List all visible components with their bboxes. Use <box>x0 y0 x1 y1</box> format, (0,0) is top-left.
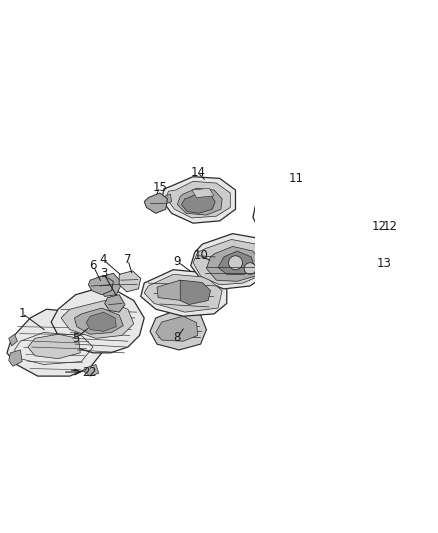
Text: 12: 12 <box>383 220 398 233</box>
Text: 15: 15 <box>152 181 167 193</box>
Text: 8: 8 <box>174 330 181 344</box>
Polygon shape <box>7 309 108 376</box>
Text: 6: 6 <box>89 259 97 272</box>
Polygon shape <box>51 289 144 353</box>
Polygon shape <box>105 295 125 312</box>
Polygon shape <box>166 181 230 218</box>
Polygon shape <box>192 188 214 198</box>
Polygon shape <box>144 193 167 213</box>
Text: 12: 12 <box>371 220 387 233</box>
Polygon shape <box>156 316 198 341</box>
Polygon shape <box>272 204 327 232</box>
Polygon shape <box>206 246 261 281</box>
Text: 7: 7 <box>124 253 132 266</box>
Polygon shape <box>177 188 222 215</box>
Text: 14: 14 <box>190 166 205 179</box>
Text: 2: 2 <box>88 366 96 378</box>
Polygon shape <box>265 198 336 232</box>
Polygon shape <box>150 309 206 350</box>
Polygon shape <box>180 280 211 304</box>
Polygon shape <box>61 301 134 338</box>
Text: 13: 13 <box>376 257 391 270</box>
Polygon shape <box>90 318 102 328</box>
Polygon shape <box>98 273 122 296</box>
Text: 5: 5 <box>72 332 79 345</box>
Polygon shape <box>9 334 18 346</box>
Text: 4: 4 <box>100 253 107 266</box>
Polygon shape <box>193 239 268 285</box>
Polygon shape <box>258 231 270 243</box>
Polygon shape <box>356 237 389 274</box>
Polygon shape <box>119 271 141 292</box>
Text: 1: 1 <box>18 307 26 320</box>
Polygon shape <box>158 194 172 205</box>
Polygon shape <box>74 308 123 334</box>
Polygon shape <box>218 251 254 274</box>
Text: 2: 2 <box>82 366 90 378</box>
Polygon shape <box>346 232 362 245</box>
Polygon shape <box>253 186 359 248</box>
Polygon shape <box>88 276 113 295</box>
Polygon shape <box>85 365 99 376</box>
Polygon shape <box>191 233 272 289</box>
Text: 3: 3 <box>100 266 107 280</box>
Polygon shape <box>141 270 227 316</box>
Polygon shape <box>144 274 222 312</box>
Text: 9: 9 <box>173 255 181 268</box>
Text: 10: 10 <box>193 249 208 262</box>
Polygon shape <box>28 334 80 359</box>
Text: 11: 11 <box>289 172 304 185</box>
Polygon shape <box>358 242 385 271</box>
Polygon shape <box>9 350 22 366</box>
Polygon shape <box>157 280 199 301</box>
Polygon shape <box>86 312 117 332</box>
Polygon shape <box>162 176 236 223</box>
Circle shape <box>229 256 243 270</box>
Polygon shape <box>181 193 215 213</box>
Polygon shape <box>256 192 353 245</box>
Circle shape <box>244 263 256 274</box>
Polygon shape <box>356 213 377 235</box>
